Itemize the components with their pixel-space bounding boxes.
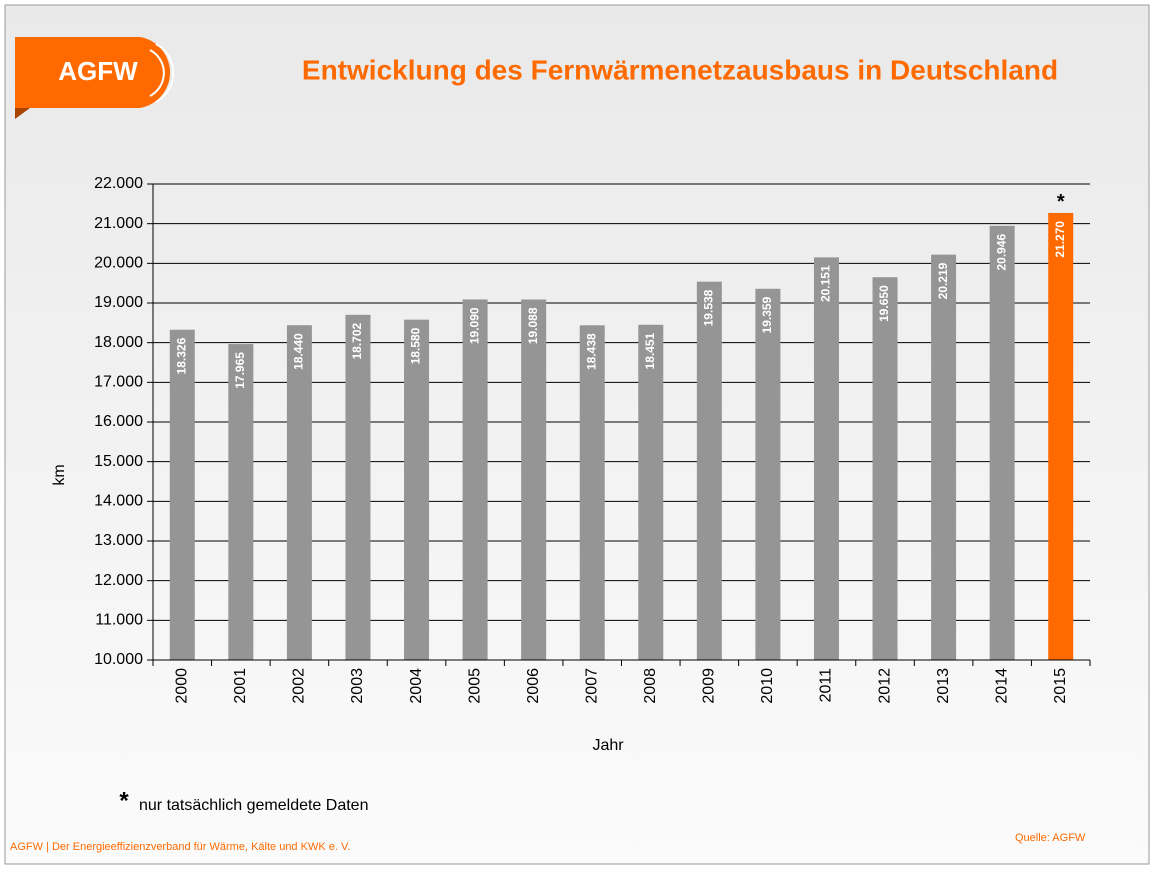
page: {"chart_data": { "type": "bar", "logo": … xyxy=(0,0,1153,869)
value-label: 18.702 xyxy=(350,322,364,359)
y-tick-label: 19.000 xyxy=(94,294,143,311)
x-tick-label: 2003 xyxy=(349,668,366,704)
x-tick-label: 2012 xyxy=(876,668,893,704)
y-tick-label: 10.000 xyxy=(94,651,143,668)
value-label: 18.580 xyxy=(409,327,423,364)
bar xyxy=(931,255,956,660)
bar xyxy=(580,325,605,660)
x-tick-label: 2000 xyxy=(174,668,191,704)
x-tick-label: 2007 xyxy=(583,668,600,704)
x-tick-label: 2010 xyxy=(759,668,776,704)
logo-text: AGFW xyxy=(58,56,138,86)
value-label: 19.088 xyxy=(526,307,540,344)
y-tick-label: 21.000 xyxy=(94,215,143,232)
y-tick-label: 20.000 xyxy=(94,255,143,272)
x-tick-label: 2009 xyxy=(701,668,718,704)
bar xyxy=(287,325,312,660)
x-tick-label: 2011 xyxy=(818,668,835,703)
value-label: 19.359 xyxy=(760,296,774,333)
bar xyxy=(990,226,1015,660)
value-label: 19.090 xyxy=(467,307,481,344)
value-label: 18.451 xyxy=(643,332,657,369)
bar xyxy=(814,257,839,660)
x-tick-label: 2015 xyxy=(1052,668,1069,704)
y-tick-label: 12.000 xyxy=(94,572,143,589)
value-label: 20.946 xyxy=(994,233,1008,270)
bar xyxy=(228,344,253,660)
x-tick-label: 2002 xyxy=(291,668,308,704)
y-tick-label: 15.000 xyxy=(94,453,143,470)
bar xyxy=(463,299,488,660)
value-label: 20.151 xyxy=(819,265,833,302)
value-label: 19.538 xyxy=(702,289,716,326)
y-tick-label: 11.000 xyxy=(95,612,143,629)
y-axis-label: km xyxy=(51,464,68,485)
value-label: 19.650 xyxy=(877,285,891,322)
bar xyxy=(345,315,370,660)
y-tick-label: 16.000 xyxy=(94,413,143,430)
slide: AGFW Entwicklung des Fernwärmenetzausbau… xyxy=(0,0,1153,869)
y-tick-label: 22.000 xyxy=(94,175,143,192)
y-tick-label: 14.000 xyxy=(94,493,143,510)
footnote-marker: * xyxy=(119,787,129,814)
value-label: 18.438 xyxy=(584,333,598,370)
source: Quelle: AGFW xyxy=(1015,832,1086,844)
value-label: 17.965 xyxy=(233,352,247,389)
x-tick-label: 2014 xyxy=(993,668,1010,704)
value-label: 18.440 xyxy=(292,333,306,370)
footer: AGFW | Der Energieeffizienzverband für W… xyxy=(10,841,350,853)
bar xyxy=(521,300,546,660)
x-tick-label: 2013 xyxy=(935,668,952,704)
x-tick-label: 2001 xyxy=(232,668,249,704)
footnote-text: nur tatsächlich gemeldete Daten xyxy=(139,797,368,814)
x-axis-label: Jahr xyxy=(592,737,624,754)
bar xyxy=(697,282,722,660)
annotation: * xyxy=(1057,191,1065,213)
bar xyxy=(638,325,663,660)
y-tick-label: 17.000 xyxy=(94,374,143,391)
x-tick-label: 2008 xyxy=(642,668,659,704)
y-tick-label: 13.000 xyxy=(94,532,143,549)
chart-title: Entwicklung des Fernwärmenetzausbaus in … xyxy=(302,54,1058,85)
y-tick-label: 18.000 xyxy=(94,334,143,351)
bar xyxy=(755,289,780,660)
x-tick-label: 2005 xyxy=(466,668,483,704)
bar xyxy=(873,277,898,660)
x-tick-label: 2006 xyxy=(525,668,542,704)
value-label: 20.219 xyxy=(936,262,950,299)
bar xyxy=(1048,213,1073,660)
value-label: 21.270 xyxy=(1053,221,1067,258)
value-label: 18.326 xyxy=(174,337,188,374)
bar xyxy=(404,320,429,660)
x-tick-label: 2004 xyxy=(408,668,425,704)
bar xyxy=(170,330,195,660)
